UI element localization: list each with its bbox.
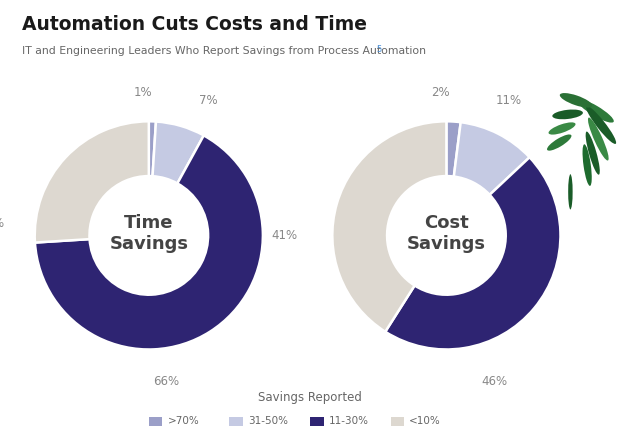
Ellipse shape <box>568 174 573 209</box>
Text: 5: 5 <box>376 45 381 54</box>
Text: 7%: 7% <box>199 94 218 107</box>
Text: Automation Cuts Costs and Time: Automation Cuts Costs and Time <box>22 15 366 34</box>
Ellipse shape <box>588 117 609 161</box>
Ellipse shape <box>560 93 592 107</box>
Ellipse shape <box>552 110 583 119</box>
Wedge shape <box>446 121 461 176</box>
Text: 11%: 11% <box>496 94 522 107</box>
Ellipse shape <box>586 106 616 144</box>
Wedge shape <box>149 121 156 176</box>
Ellipse shape <box>577 99 614 123</box>
Ellipse shape <box>583 144 591 186</box>
Wedge shape <box>385 158 560 349</box>
Text: 46%: 46% <box>481 375 507 388</box>
Text: 1%: 1% <box>134 86 153 99</box>
Text: Savings Reported: Savings Reported <box>258 391 362 404</box>
Ellipse shape <box>547 135 572 150</box>
Text: 11-30%: 11-30% <box>329 416 369 426</box>
Wedge shape <box>332 121 446 332</box>
Text: 66%: 66% <box>153 375 179 388</box>
Text: 31-50%: 31-50% <box>248 416 288 426</box>
Wedge shape <box>35 136 263 349</box>
Text: 2%: 2% <box>432 86 450 99</box>
Text: >70%: >70% <box>167 416 199 426</box>
Ellipse shape <box>549 122 575 135</box>
Ellipse shape <box>586 132 600 175</box>
Text: Time
Savings: Time Savings <box>109 214 188 253</box>
Wedge shape <box>454 122 529 195</box>
Wedge shape <box>153 121 204 183</box>
Text: 26%: 26% <box>0 217 4 231</box>
Text: IT and Engineering Leaders Who Report Savings from Process Automation: IT and Engineering Leaders Who Report Sa… <box>22 46 426 56</box>
Text: 41%: 41% <box>272 229 298 242</box>
Wedge shape <box>35 121 149 242</box>
Text: <10%: <10% <box>409 416 441 426</box>
Text: Cost
Savings: Cost Savings <box>407 214 486 253</box>
